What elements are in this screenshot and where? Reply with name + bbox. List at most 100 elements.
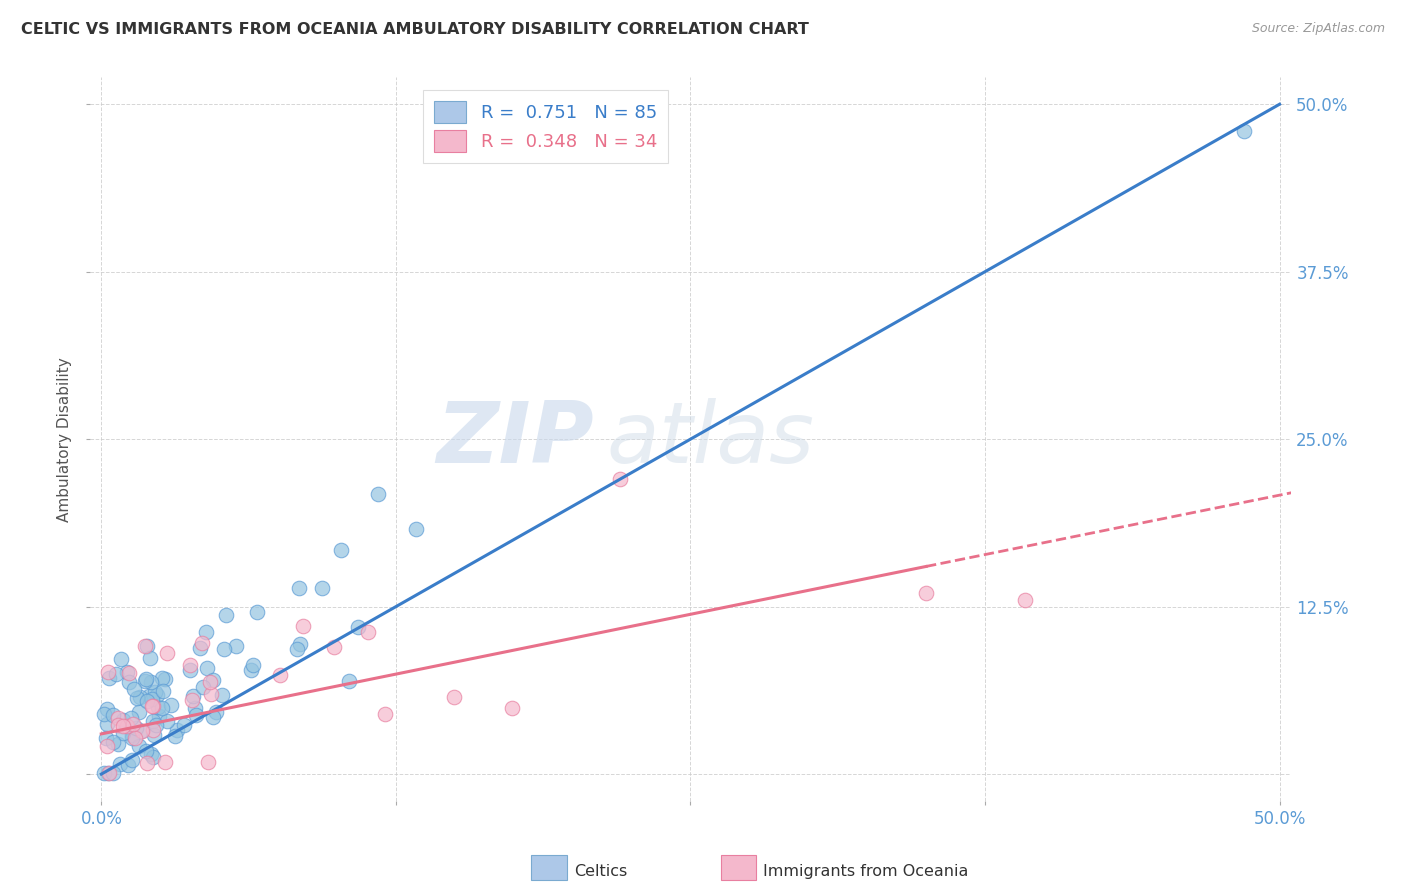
Point — [181, 690, 204, 704]
Point — [124, 731, 146, 746]
Point — [143, 728, 166, 742]
Point — [184, 701, 207, 715]
Point — [143, 685, 166, 699]
Point — [135, 743, 157, 757]
Point — [105, 667, 128, 681]
Point — [152, 671, 174, 685]
Point — [142, 698, 165, 713]
Point — [225, 639, 247, 653]
Point — [311, 581, 333, 595]
Point — [1233, 124, 1256, 138]
Point — [103, 765, 125, 780]
Point — [242, 658, 264, 673]
Point — [101, 735, 124, 749]
Point — [347, 620, 370, 634]
Point — [101, 707, 124, 722]
Text: Immigrants from Oceania: Immigrants from Oceania — [763, 864, 969, 879]
Point — [98, 765, 121, 780]
Point — [112, 725, 135, 739]
Point — [240, 663, 263, 677]
Point — [405, 522, 427, 536]
Point — [128, 706, 150, 720]
Point — [146, 688, 169, 702]
Point — [246, 605, 269, 619]
Point — [94, 731, 117, 746]
Point — [139, 747, 162, 761]
Point — [135, 672, 157, 686]
Point — [134, 674, 156, 689]
Point — [288, 637, 311, 651]
Point — [107, 717, 129, 731]
Point — [96, 739, 118, 753]
Point — [107, 737, 129, 751]
Point — [127, 691, 149, 706]
Point — [156, 714, 179, 728]
Point — [150, 701, 173, 715]
Point — [115, 665, 138, 679]
Point — [915, 586, 938, 600]
Point — [215, 608, 238, 623]
Point — [139, 651, 162, 665]
Point — [191, 636, 214, 650]
Legend: R =  0.751   N = 85, R =  0.348   N = 34: R = 0.751 N = 85, R = 0.348 N = 34 — [423, 90, 668, 163]
Point — [97, 765, 120, 780]
Text: Source: ZipAtlas.com: Source: ZipAtlas.com — [1251, 22, 1385, 36]
Point — [93, 706, 115, 721]
Point — [93, 765, 115, 780]
Point — [357, 625, 380, 640]
Point — [211, 688, 233, 702]
Point — [96, 717, 118, 731]
Point — [131, 724, 153, 739]
Point — [122, 717, 145, 731]
Point — [96, 702, 118, 716]
Point — [200, 675, 222, 690]
Point — [118, 674, 141, 689]
Point — [374, 706, 396, 721]
Point — [204, 705, 226, 719]
Point — [201, 673, 224, 687]
Point — [292, 618, 315, 632]
Point — [501, 701, 523, 715]
Point — [148, 708, 170, 723]
Point — [195, 624, 218, 639]
Point — [200, 686, 222, 700]
Point — [111, 713, 134, 727]
Point — [121, 731, 143, 745]
Point — [117, 758, 139, 772]
Point — [285, 642, 308, 657]
Point — [120, 711, 142, 725]
Point — [138, 690, 160, 704]
Point — [136, 694, 159, 708]
Point — [125, 721, 148, 735]
Point — [139, 674, 162, 689]
Point — [153, 755, 176, 769]
Point — [135, 639, 157, 653]
Point — [156, 646, 179, 660]
Text: atlas: atlas — [606, 398, 814, 481]
Point — [129, 723, 152, 738]
Point — [135, 756, 157, 770]
Point — [128, 739, 150, 754]
Point — [141, 698, 163, 713]
Point — [134, 639, 156, 653]
Point — [152, 684, 174, 698]
Point — [121, 728, 143, 742]
Point — [98, 671, 121, 685]
Point — [97, 665, 120, 679]
Point — [160, 698, 183, 712]
Point — [111, 719, 134, 733]
Point — [110, 757, 132, 772]
Y-axis label: Ambulatory Disability: Ambulatory Disability — [58, 357, 72, 522]
Point — [107, 711, 129, 725]
Point — [165, 729, 187, 743]
Point — [173, 717, 195, 731]
Point — [142, 749, 165, 764]
Point — [609, 472, 631, 486]
Point — [115, 719, 138, 733]
Point — [141, 692, 163, 706]
Point — [142, 714, 165, 729]
Point — [443, 690, 465, 704]
Point — [197, 755, 219, 769]
Point — [148, 700, 170, 714]
Point — [118, 666, 141, 681]
